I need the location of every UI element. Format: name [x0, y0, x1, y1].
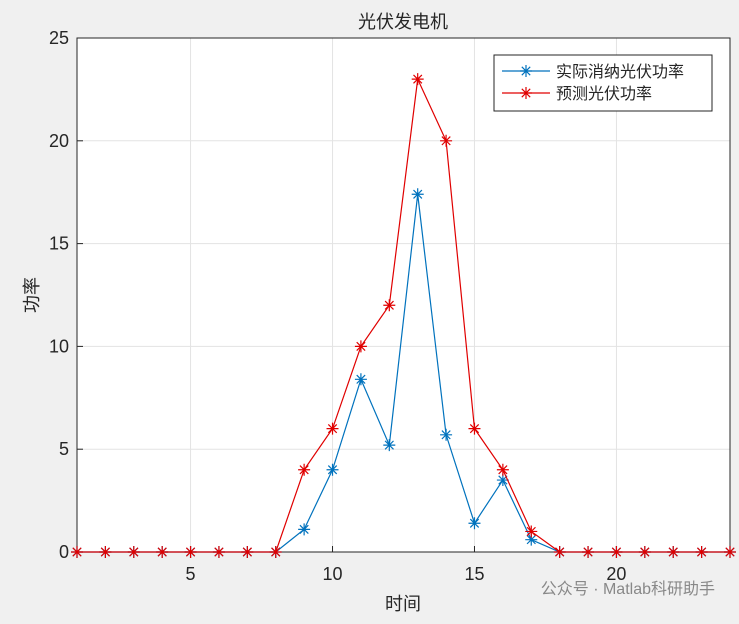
data-point [241, 546, 254, 558]
axes-box [76, 37, 731, 553]
marker-shape [667, 546, 680, 558]
legend-box [493, 54, 713, 112]
y-tick-label: 15 [49, 234, 69, 254]
marker-shape [184, 546, 197, 558]
legend-label: 预测光伏功率 [556, 85, 652, 103]
data-point [525, 525, 538, 538]
data-point [667, 546, 680, 558]
data-point [440, 134, 453, 147]
data-point [184, 546, 197, 558]
data-point [326, 463, 339, 476]
marker-shape [326, 422, 339, 435]
marker-shape [411, 73, 424, 86]
marker-shape [553, 546, 566, 558]
marker-shape [695, 546, 708, 558]
marker-shape [71, 546, 83, 558]
x-tick-label: 5 [186, 564, 196, 584]
data-point [724, 546, 736, 558]
data-point [269, 546, 282, 558]
data-point [638, 546, 651, 558]
data-point [383, 439, 396, 452]
data-point [99, 546, 112, 558]
y-tick-label: 0 [59, 542, 69, 562]
marker-shape [241, 546, 254, 558]
data-point [71, 546, 83, 558]
data-point [525, 533, 538, 546]
y-axis-label: 功率 [22, 277, 42, 313]
marker-shape [298, 523, 311, 536]
marker-shape [99, 546, 112, 558]
data-point [212, 546, 225, 558]
marker-shape [298, 463, 311, 476]
watermark: 公众号 · Matlab科研助手 [541, 580, 715, 598]
legend-marker [520, 87, 532, 99]
data-point [326, 422, 339, 435]
data-point [411, 73, 424, 86]
marker-shape [269, 546, 282, 558]
data-point [468, 517, 481, 530]
data-point [411, 188, 424, 201]
y-tick-label: 25 [49, 28, 69, 48]
marker-shape [520, 87, 532, 99]
marker-shape [496, 463, 509, 476]
data-point [496, 463, 509, 476]
data-point [298, 523, 311, 536]
x-tick-label: 10 [323, 564, 343, 584]
marker-shape [383, 439, 396, 452]
marker-shape [383, 299, 396, 312]
data-point [695, 546, 708, 558]
data-point [383, 299, 396, 312]
data-point [582, 546, 595, 558]
chart-title: 光伏发电机 [358, 12, 448, 32]
y-tick-label: 20 [49, 131, 69, 151]
marker-shape [440, 428, 453, 441]
plot-area [77, 38, 730, 552]
data-point [354, 340, 367, 353]
marker-shape [525, 525, 538, 538]
data-point [496, 474, 509, 487]
marker-shape [354, 340, 367, 353]
marker-shape [638, 546, 651, 558]
x-tick-label: 20 [606, 564, 626, 584]
legend-marker [520, 65, 532, 77]
marker-shape [496, 474, 509, 487]
marker-shape [411, 188, 424, 201]
y-tick-label: 10 [49, 336, 69, 356]
data-point [468, 422, 481, 435]
marker-shape [440, 134, 453, 147]
y-tick-label: 5 [59, 439, 69, 459]
x-tick-label: 15 [464, 564, 484, 584]
marker-shape [354, 373, 367, 386]
marker-shape [520, 65, 532, 77]
marker-shape [468, 422, 481, 435]
data-point [553, 546, 566, 558]
data-point [440, 428, 453, 441]
marker-shape [525, 533, 538, 546]
marker-shape [127, 546, 140, 558]
marker-shape [724, 546, 736, 558]
x-axis-label: 时间 [385, 594, 421, 614]
marker-shape [468, 517, 481, 530]
marker-shape [610, 546, 623, 558]
legend-label: 实际消纳光伏功率 [556, 63, 684, 81]
data-point [156, 546, 169, 558]
data-point [298, 463, 311, 476]
marker-shape [156, 546, 169, 558]
marker-shape [212, 546, 225, 558]
data-point [127, 546, 140, 558]
marker-shape [326, 463, 339, 476]
data-point [610, 546, 623, 558]
data-point [354, 373, 367, 386]
marker-shape [582, 546, 595, 558]
